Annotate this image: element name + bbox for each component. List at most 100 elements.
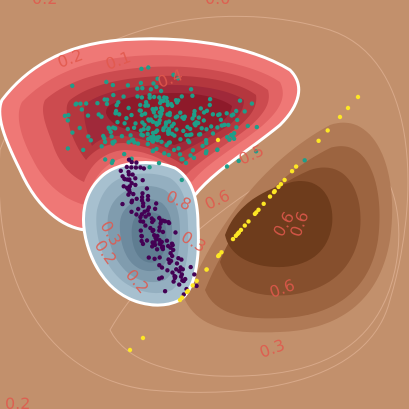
- point-class-0-246: [232, 131, 237, 136]
- point-class-1-104: [150, 244, 155, 249]
- point-class-2-35: [140, 335, 146, 341]
- point-class-1-109: [167, 260, 172, 265]
- point-class-0-122: [125, 83, 131, 88]
- point-class-0-242: [207, 102, 212, 108]
- point-class-0-153: [140, 86, 145, 91]
- point-class-0-110: [199, 126, 204, 131]
- point-class-0-103: [88, 138, 94, 143]
- point-class-0-164: [188, 126, 193, 132]
- point-class-0-155: [191, 155, 197, 161]
- point-class-2-30: [177, 297, 183, 303]
- point-class-0-109: [151, 148, 156, 153]
- point-class-1-80: [150, 219, 155, 225]
- point-class-0-121: [126, 140, 131, 145]
- point-class-0-58: [139, 95, 145, 100]
- point-class-0-211: [99, 144, 104, 149]
- point-class-1-132: [165, 268, 170, 273]
- point-class-0-70: [192, 108, 197, 114]
- contour-label-1: 0.0: [205, 0, 230, 8]
- point-class-0-69: [113, 111, 118, 116]
- point-class-1-105: [139, 238, 144, 244]
- point-class-2-19: [325, 128, 330, 133]
- point-class-0-178: [149, 135, 155, 140]
- point-class-1-126: [124, 164, 129, 170]
- point-class-1-61: [179, 257, 184, 262]
- point-class-0-25: [151, 81, 156, 86]
- point-class-0-232: [204, 127, 209, 132]
- point-class-0-114: [165, 112, 170, 117]
- point-class-1-15: [146, 255, 151, 260]
- point-class-1-89: [133, 165, 139, 170]
- point-class-1-112: [157, 237, 162, 243]
- point-class-0-96: [215, 147, 220, 152]
- point-class-2-23: [230, 236, 236, 242]
- point-class-0-170: [157, 118, 162, 123]
- point-class-1-21: [174, 267, 179, 272]
- point-class-1-96: [160, 229, 166, 235]
- point-class-0-227: [183, 160, 189, 166]
- point-class-2-2: [242, 223, 247, 228]
- point-class-0-105: [156, 160, 162, 166]
- point-class-0-257: [177, 152, 183, 157]
- point-class-1-103: [157, 276, 162, 281]
- point-class-1-36: [130, 172, 135, 177]
- point-class-0-67: [147, 165, 152, 170]
- point-class-1-31: [138, 165, 143, 170]
- point-class-0-190: [169, 124, 174, 129]
- point-class-2-3: [261, 201, 266, 206]
- point-class-0-17: [175, 114, 180, 119]
- point-class-0-160: [150, 139, 156, 144]
- point-class-0-80: [104, 79, 109, 85]
- point-class-0-87: [222, 122, 227, 128]
- point-class-0-91: [254, 124, 259, 130]
- point-class-0-102: [190, 148, 196, 153]
- contour-ring-outer-2: [109, 146, 400, 377]
- point-class-2-1: [282, 177, 287, 183]
- point-class-0-220: [180, 157, 185, 162]
- point-class-0-202: [172, 133, 177, 138]
- point-class-1-133: [144, 238, 150, 243]
- point-class-0-62: [153, 129, 158, 135]
- point-class-1-63: [129, 209, 134, 214]
- point-class-0-222: [153, 114, 158, 119]
- point-class-0-163: [135, 141, 141, 146]
- point-class-2-37: [345, 105, 351, 111]
- point-class-1-135: [140, 178, 145, 183]
- point-class-0-230: [96, 112, 101, 117]
- point-class-2-24: [267, 194, 273, 199]
- point-class-0-111: [188, 87, 194, 92]
- point-class-0-179: [78, 101, 83, 106]
- point-class-0-71: [77, 125, 82, 131]
- point-class-1-67: [140, 219, 146, 224]
- point-class-0-33: [158, 88, 164, 94]
- point-class-0-85: [154, 146, 159, 152]
- point-class-0-149: [302, 158, 307, 163]
- point-class-0-134: [217, 112, 222, 117]
- point-class-1-136: [124, 185, 130, 190]
- point-class-1-121: [168, 245, 173, 250]
- point-class-0-210: [129, 112, 134, 118]
- contour-label-16: 0.2: [5, 394, 30, 409]
- point-class-2-6: [194, 278, 199, 283]
- point-class-0-95: [70, 83, 75, 89]
- point-class-0-133: [179, 177, 184, 183]
- point-class-1-83: [121, 184, 126, 189]
- point-class-0-113: [249, 101, 255, 106]
- point-class-0-30: [84, 101, 89, 106]
- point-class-0-76: [103, 157, 108, 162]
- point-class-0-173: [81, 147, 86, 153]
- point-class-0-168: [234, 108, 239, 114]
- point-class-1-100: [118, 168, 124, 173]
- point-class-0-14: [146, 65, 151, 70]
- point-class-2-27: [316, 138, 321, 143]
- point-class-0-217: [176, 146, 181, 151]
- point-class-1-127: [152, 206, 158, 211]
- point-class-0-240: [226, 122, 231, 128]
- point-class-0-75: [237, 98, 243, 103]
- point-class-0-192: [133, 121, 138, 126]
- point-class-1-77: [192, 272, 197, 277]
- point-class-0-130: [122, 151, 127, 157]
- point-class-1-125: [148, 225, 153, 231]
- point-class-1-107: [140, 191, 145, 196]
